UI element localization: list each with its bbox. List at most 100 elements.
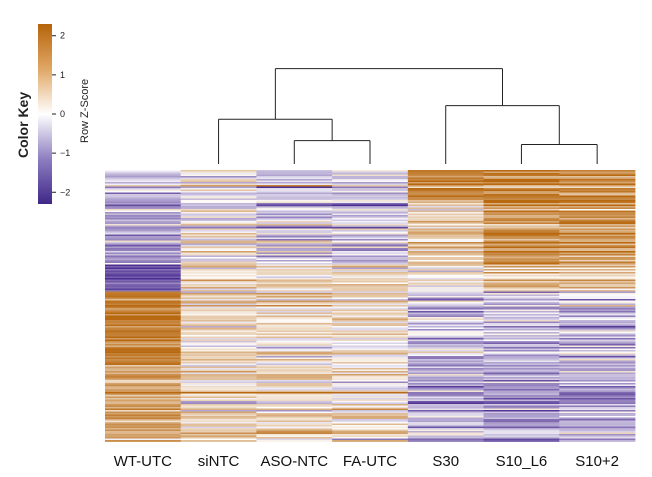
heatmap-cell	[559, 399, 636, 402]
heatmap-cell	[180, 302, 257, 304]
heatmap-cell	[256, 311, 333, 313]
heatmap-cell	[332, 273, 409, 276]
heatmap-cell	[483, 420, 560, 423]
heatmap-cell	[105, 369, 182, 372]
heatmap-cell	[332, 351, 409, 354]
heatmap-cell	[256, 173, 333, 175]
heatmap-cell	[559, 302, 636, 304]
heatmap-cell	[483, 221, 560, 223]
heatmap-cell	[483, 173, 560, 175]
heatmap-cell	[559, 179, 636, 181]
heatmap-cell	[559, 392, 636, 394]
heatmap-cell	[256, 302, 333, 304]
heatmap-cell	[559, 336, 636, 339]
heatmap-cell	[180, 180, 257, 183]
heatmap-cell	[180, 279, 257, 282]
heatmap-cell	[407, 362, 484, 364]
heatmap-cell	[559, 321, 636, 324]
heatmap-cell	[559, 377, 636, 379]
heatmap-cell	[483, 378, 560, 381]
heatmap-cell	[105, 245, 182, 247]
heatmap-cell	[332, 249, 409, 252]
heatmap-cell	[105, 257, 182, 259]
heatmap-cell	[180, 266, 257, 268]
heatmap-cell	[407, 266, 484, 268]
heatmap-cell	[407, 357, 484, 360]
heatmap-cell	[180, 428, 257, 430]
heatmap-cell	[180, 392, 257, 394]
heatmap-cell	[256, 248, 333, 250]
heatmap-cell	[407, 410, 484, 412]
heatmap-cell	[559, 357, 636, 360]
heatmap-cell	[256, 405, 333, 408]
heatmap-cell	[483, 270, 560, 273]
heatmap-cell	[105, 399, 182, 402]
heatmap-cell	[559, 218, 636, 220]
heatmap-cell	[105, 213, 182, 216]
heatmap-cell	[105, 414, 182, 417]
heatmap-cell	[332, 228, 409, 231]
heatmap-cell	[180, 251, 257, 253]
heatmap-cell	[483, 435, 560, 438]
heatmap-cell	[407, 377, 484, 379]
heatmap-cell	[105, 248, 182, 250]
heatmap-cell	[483, 255, 560, 258]
heatmap-cell	[256, 209, 333, 211]
heatmap-cell	[332, 183, 409, 186]
heatmap-cell	[256, 389, 333, 391]
heatmap-cell	[105, 212, 182, 214]
heatmap-cell	[332, 419, 409, 421]
heatmap-cell	[332, 345, 409, 348]
heatmap-cell	[483, 384, 560, 387]
heatmap-cell	[105, 296, 182, 298]
heatmap-cell	[180, 294, 257, 297]
heatmap-cell	[559, 206, 636, 208]
heatmap-cell	[256, 203, 333, 205]
heatmap-cell	[332, 285, 409, 288]
heatmap-cell	[407, 314, 484, 316]
heatmap-cell	[407, 353, 484, 355]
heatmap-cell	[332, 432, 409, 435]
heatmap-cell	[256, 407, 333, 409]
heatmap-cell	[256, 410, 333, 412]
heatmap-cell	[332, 225, 409, 228]
heatmap-cell	[407, 344, 484, 346]
heatmap-cell	[105, 357, 182, 360]
heatmap-cell	[332, 410, 409, 412]
heatmap-cell	[180, 306, 257, 309]
heatmap-cell	[332, 195, 409, 198]
heatmap-cell	[483, 401, 560, 403]
heatmap-cell	[483, 333, 560, 336]
heatmap-cell	[256, 330, 333, 333]
heatmap-cell	[483, 294, 560, 297]
heatmap-cell	[483, 290, 560, 292]
heatmap-cell	[332, 204, 409, 207]
heatmap-cell	[180, 291, 257, 294]
heatmap-cell	[105, 233, 182, 235]
heatmap-cell	[180, 383, 257, 385]
heatmap-cell	[180, 348, 257, 351]
heatmap-cell	[483, 323, 560, 325]
heatmap-cell	[105, 437, 182, 439]
heatmap-cell	[332, 248, 409, 250]
heatmap-cell	[332, 414, 409, 417]
heatmap-cell	[332, 230, 409, 232]
heatmap-cell	[407, 434, 484, 436]
heatmap-cell	[105, 260, 182, 262]
heatmap-cell	[407, 218, 484, 220]
heatmap-cell	[559, 432, 636, 435]
column-label: S30	[432, 453, 459, 470]
heatmap-cell	[483, 233, 560, 235]
heatmap-cell	[483, 198, 560, 201]
heatmap-cell	[407, 398, 484, 400]
heatmap-cell	[559, 425, 636, 427]
heatmap-cell	[256, 261, 333, 264]
heatmap-cell	[256, 395, 333, 397]
heatmap-cell	[180, 396, 257, 399]
heatmap-cell	[256, 413, 333, 415]
heatmap-cell	[180, 170, 257, 172]
heatmap-cell	[180, 204, 257, 207]
heatmap-cell	[407, 309, 484, 312]
heatmap-cell	[483, 306, 560, 309]
